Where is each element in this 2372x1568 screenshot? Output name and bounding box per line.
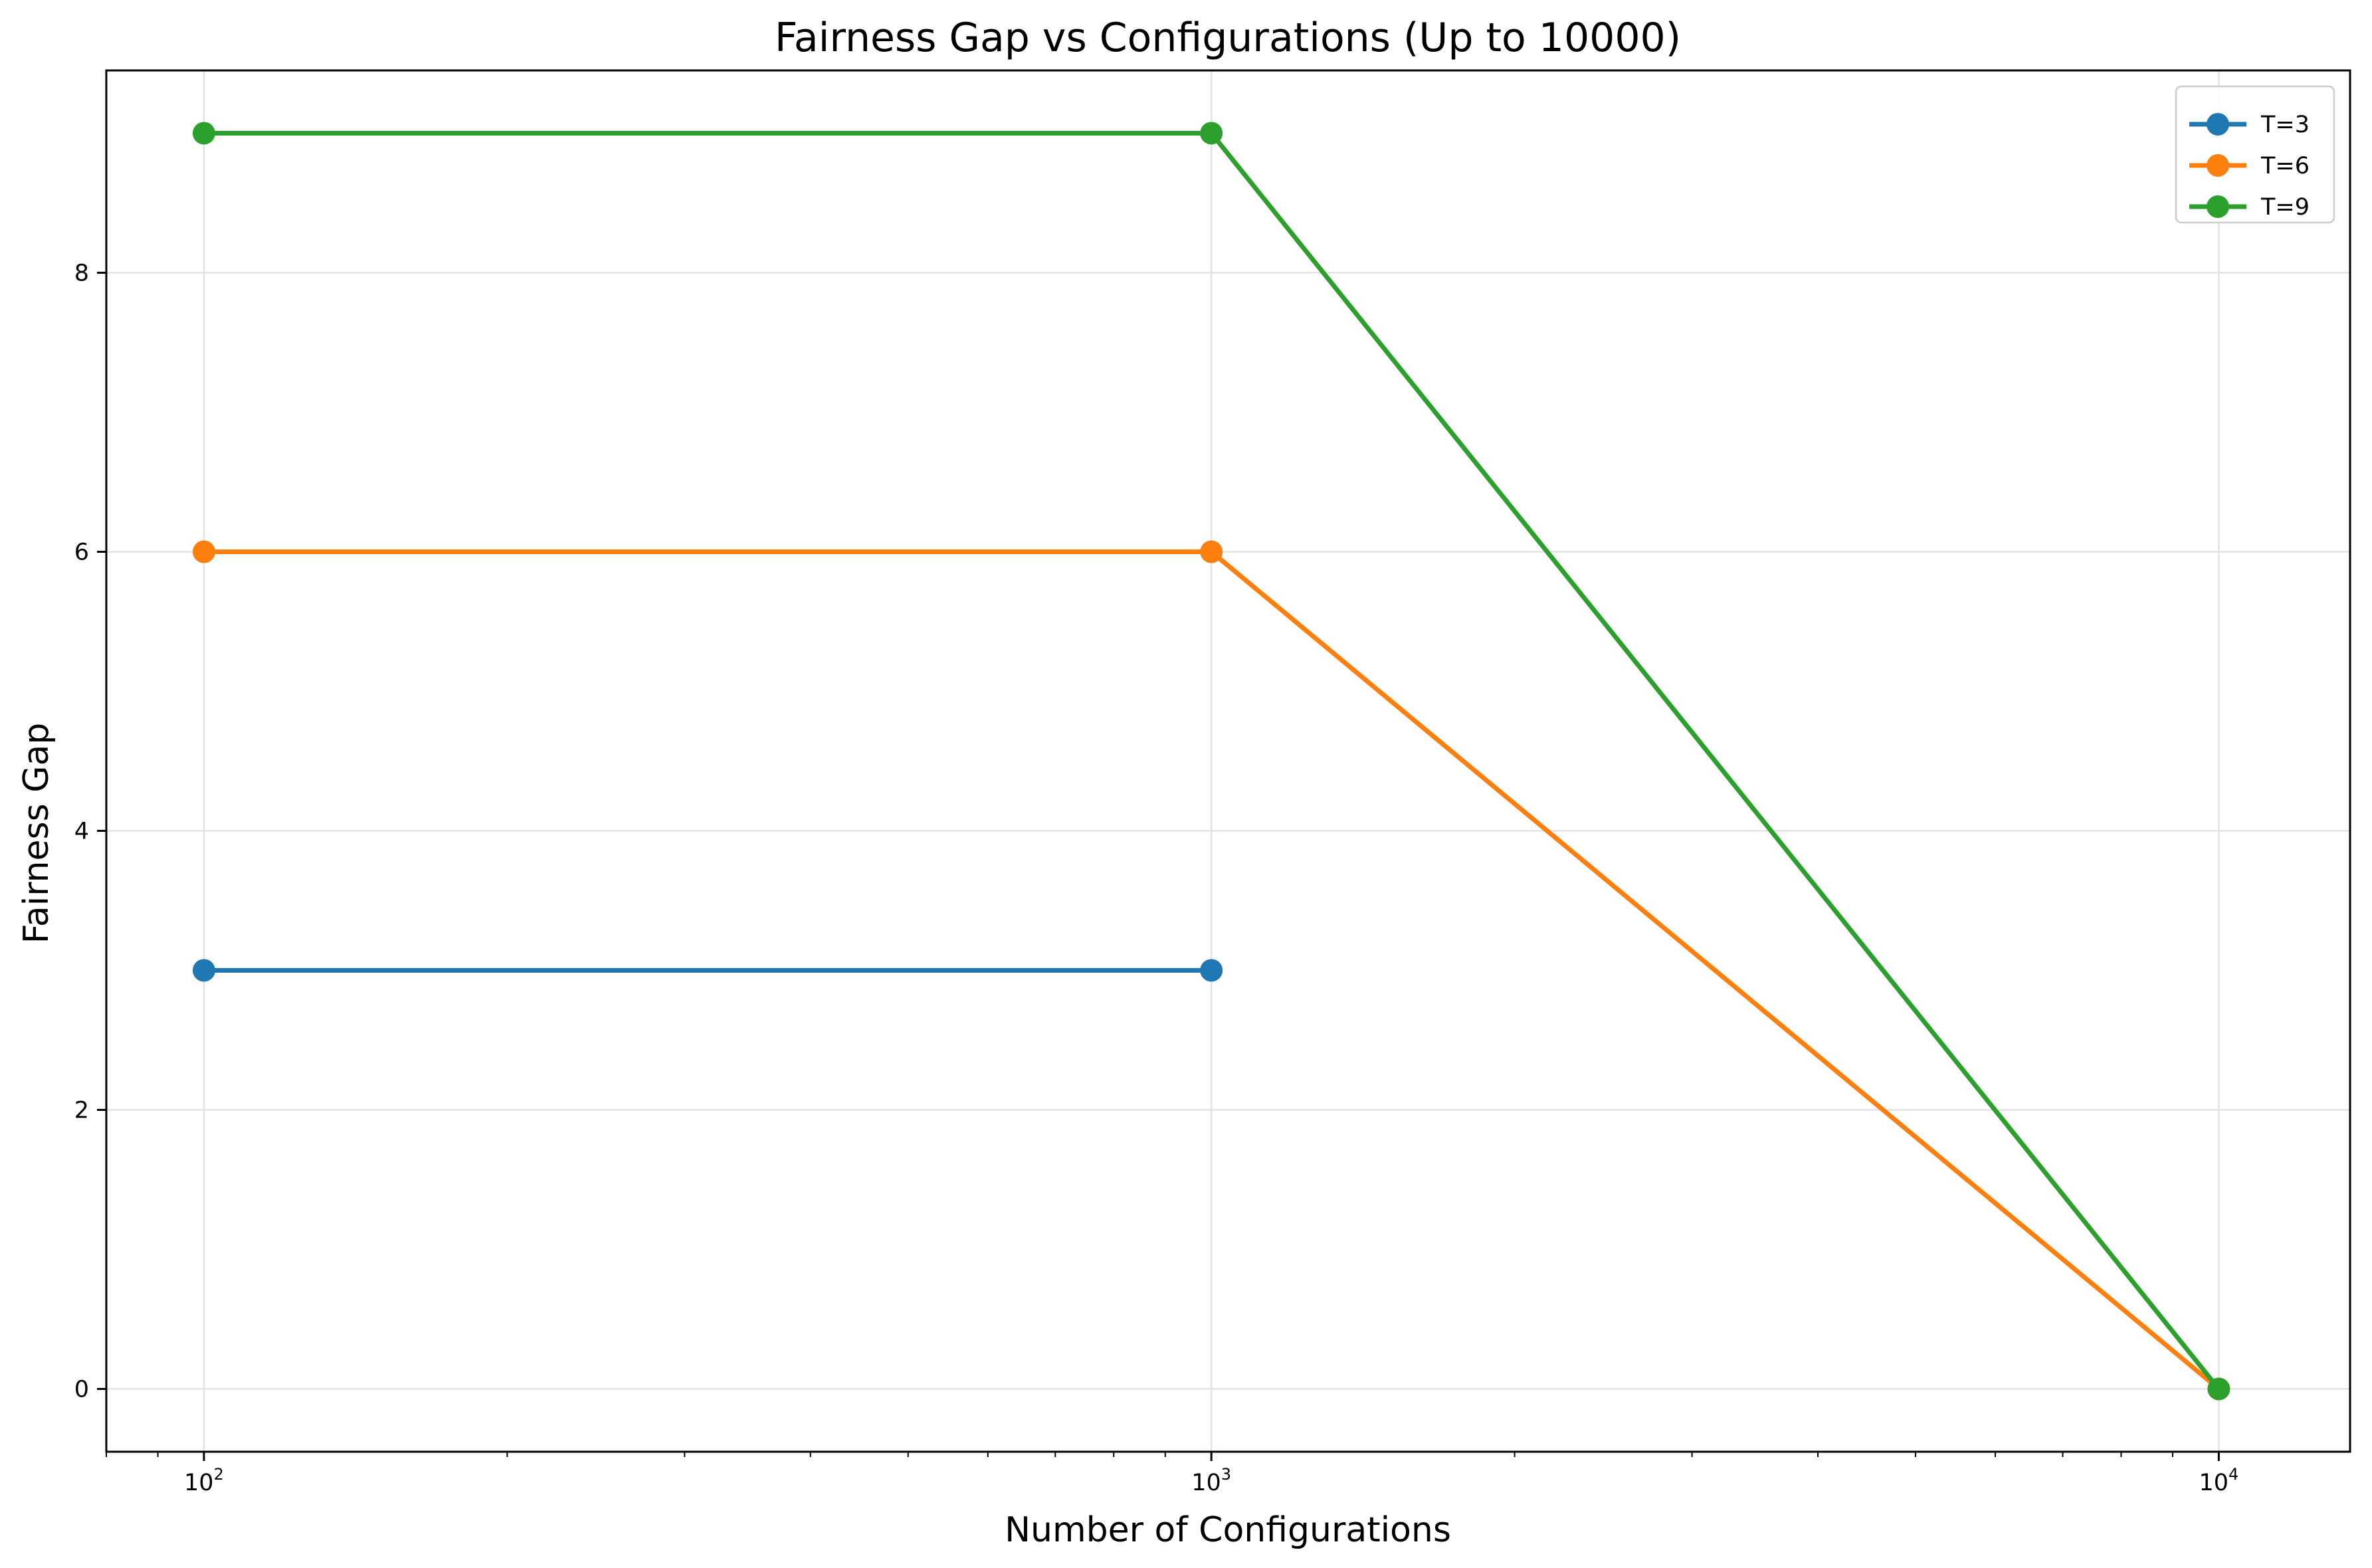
legend-box	[2175, 85, 2335, 224]
data-point	[192, 122, 215, 145]
x-tick-label: 102	[184, 1465, 224, 1496]
data-point	[192, 540, 215, 563]
legend-swatch-marker	[2207, 113, 2229, 136]
y-tick-label: 8	[74, 260, 89, 287]
data-point	[192, 959, 215, 982]
axes: 102 103 104 0 2 4 6 8	[74, 69, 2351, 1496]
legend-swatch-marker	[2207, 154, 2229, 177]
data-point	[1200, 540, 1223, 563]
y-axis-label: Fairness Gap	[17, 723, 56, 944]
legend-label: T=6	[2260, 153, 2310, 179]
y-tick-label: 4	[74, 819, 89, 845]
legend-label: T=3	[2260, 112, 2310, 138]
data-point	[1200, 959, 1223, 982]
x-tick-label: 103	[1191, 1465, 1231, 1496]
legend-swatch-marker	[2207, 195, 2229, 218]
x-tick-label: 104	[2199, 1465, 2238, 1496]
series-lines	[192, 122, 2230, 1401]
plot-frame	[105, 69, 2351, 1453]
data-point	[2207, 1377, 2230, 1401]
legend-label: T=9	[2260, 194, 2310, 221]
legend: T=3 T=6 T=9	[2175, 85, 2335, 224]
y-tick-label: 0	[74, 1377, 89, 1403]
y-tick-label: 6	[74, 539, 89, 566]
x-axis-label: Number of Configurations	[1005, 1510, 1451, 1550]
chart-title: Fairness Gap vs Configurations (Up to 10…	[775, 15, 1681, 61]
y-tick-label: 2	[74, 1098, 89, 1124]
data-point	[1200, 122, 1223, 145]
